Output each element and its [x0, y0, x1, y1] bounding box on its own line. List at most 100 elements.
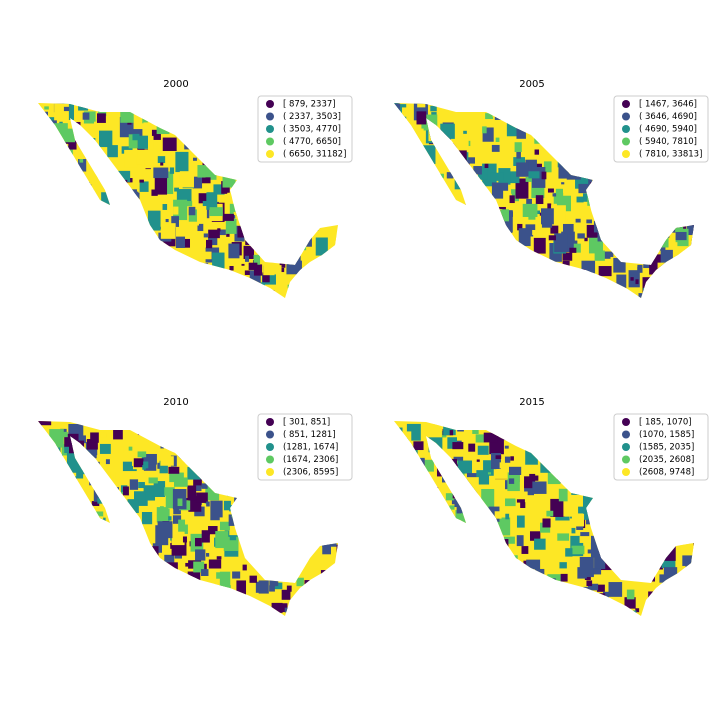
region [648, 591, 659, 599]
region [95, 219, 107, 235]
region [39, 502, 54, 521]
region [649, 182, 654, 190]
region [43, 535, 58, 546]
region [541, 214, 553, 228]
region [473, 259, 482, 267]
region [282, 524, 296, 539]
region [231, 481, 240, 488]
region [153, 481, 166, 497]
region [153, 266, 165, 277]
region [122, 222, 127, 227]
region [642, 277, 658, 296]
region [429, 620, 443, 631]
region [216, 229, 226, 236]
region [200, 297, 215, 298]
region [541, 171, 547, 180]
region [584, 292, 590, 298]
region [565, 278, 570, 282]
region [534, 446, 544, 457]
region [114, 503, 123, 512]
region [82, 568, 95, 580]
region [188, 206, 196, 216]
region [187, 275, 200, 296]
region [523, 266, 538, 287]
region [249, 184, 259, 194]
region [390, 521, 393, 525]
region [164, 114, 175, 130]
region [457, 422, 464, 432]
region [270, 223, 284, 244]
legend-label: (1070, 1585] [639, 430, 694, 440]
region [304, 580, 319, 597]
region [546, 446, 553, 451]
region [79, 254, 90, 268]
region [558, 462, 565, 468]
region [209, 465, 224, 481]
region [303, 553, 310, 559]
region [429, 200, 440, 208]
region [107, 555, 111, 560]
region [534, 299, 545, 312]
legend-label: ( 4690, 5940] [639, 125, 697, 135]
region [334, 618, 339, 622]
region [74, 576, 88, 595]
region [562, 252, 573, 261]
region [550, 225, 559, 234]
region [459, 597, 466, 606]
region [145, 601, 159, 616]
region [38, 168, 46, 188]
region [450, 261, 457, 268]
region [212, 430, 225, 443]
region [137, 282, 148, 294]
region [488, 506, 500, 522]
region [306, 586, 322, 599]
region [548, 599, 558, 606]
region [323, 268, 338, 280]
region [503, 536, 515, 544]
region [485, 113, 494, 120]
region [662, 272, 671, 278]
region [475, 434, 485, 443]
region [481, 218, 491, 226]
region [461, 486, 474, 504]
region [531, 437, 541, 451]
region [532, 598, 541, 605]
region [62, 476, 77, 494]
region [222, 213, 234, 221]
region [421, 123, 426, 129]
region [42, 453, 55, 469]
region [683, 520, 693, 527]
region [279, 229, 291, 243]
region [41, 275, 45, 279]
region [461, 582, 470, 589]
region [194, 537, 202, 547]
region [516, 151, 521, 159]
region [73, 604, 81, 613]
region [461, 176, 474, 188]
region [638, 521, 644, 531]
region [422, 599, 427, 604]
region [122, 581, 126, 586]
region [612, 212, 621, 225]
region [63, 216, 74, 229]
region [322, 534, 326, 539]
region [542, 105, 549, 109]
region [173, 582, 178, 587]
region [51, 584, 57, 592]
region [138, 547, 144, 554]
region [176, 294, 192, 298]
region [262, 272, 270, 283]
region [565, 157, 577, 169]
region [136, 571, 141, 575]
region [571, 545, 585, 555]
region [176, 454, 186, 468]
region [671, 607, 680, 614]
region [175, 151, 189, 173]
region [128, 297, 136, 298]
region [686, 200, 694, 211]
region [333, 501, 337, 506]
region [99, 551, 109, 562]
region [216, 556, 222, 560]
region [259, 202, 271, 217]
region [281, 235, 293, 253]
